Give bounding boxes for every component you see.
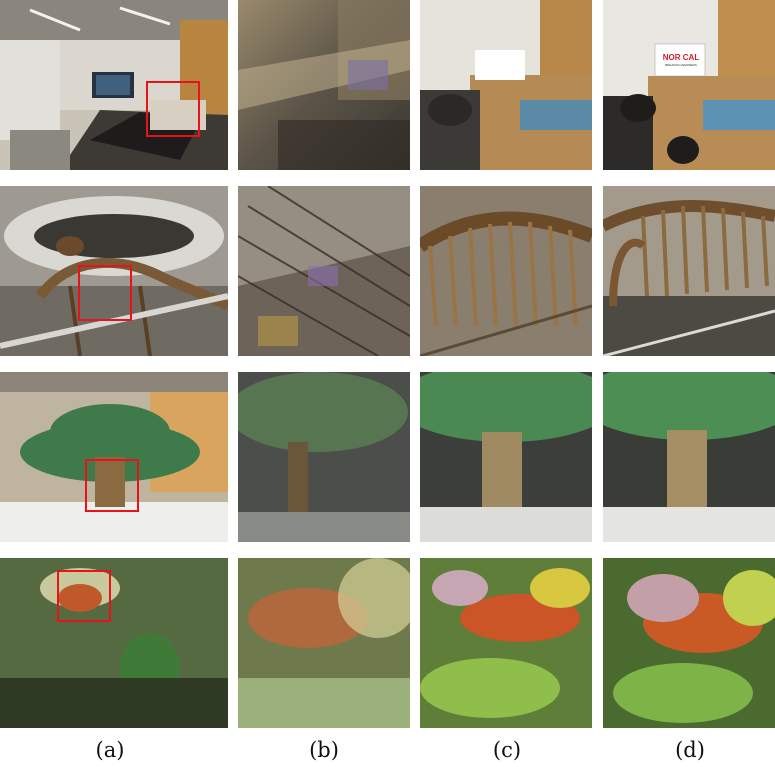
row3-col-a-overview — [0, 372, 228, 542]
row2-col-c-crop — [420, 186, 592, 356]
row1-col-a-overview — [0, 0, 228, 170]
sign-subtext: BREAKING BARRIERS — [665, 63, 697, 67]
row2-col-a-overview — [0, 186, 228, 356]
row4-col-d-crop — [603, 558, 775, 728]
zoom-region-box — [78, 265, 132, 321]
row1-col-b-crop — [238, 0, 410, 170]
row3-col-b-crop — [238, 372, 410, 542]
zoom-region-box — [146, 81, 200, 137]
row4-col-b-crop — [238, 558, 410, 728]
column-labels: (a) (b) (c) (d) — [0, 733, 775, 767]
column-label-b: (b) — [309, 738, 339, 762]
column-label-a: (a) — [95, 738, 125, 762]
image-grid: NOR CAL BREAKING BARRIERS — [0, 0, 775, 728]
row4-col-c-crop — [420, 558, 592, 728]
row4-col-a-overview — [0, 558, 228, 728]
row1-col-c-crop — [420, 0, 592, 170]
sign-text: NOR CAL — [662, 53, 700, 62]
row3-col-d-crop — [603, 372, 775, 542]
row2-col-b-crop — [238, 186, 410, 356]
column-label-c: (c) — [492, 738, 522, 762]
column-label-d: (d) — [675, 738, 705, 762]
row1-col-d-crop: NOR CAL BREAKING BARRIERS — [603, 0, 775, 170]
row3-col-c-crop — [420, 372, 592, 542]
zoom-region-box — [85, 459, 139, 512]
row2-col-d-crop — [603, 186, 775, 356]
zoom-region-box — [57, 570, 111, 622]
